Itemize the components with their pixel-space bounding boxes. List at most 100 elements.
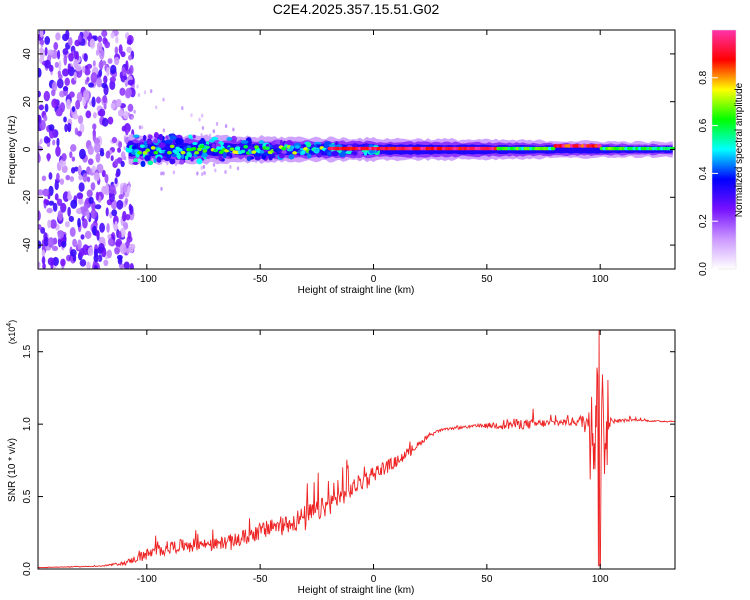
noise-cell — [55, 32, 61, 41]
signal-ridge-cell — [169, 144, 175, 149]
noise-cell — [73, 58, 79, 69]
noise-cell — [123, 261, 130, 269]
noise-cell — [162, 171, 165, 176]
signal-cell — [226, 137, 233, 141]
spectrogram-panel: -100 -50 0 50 100 -40 -20 0 20 40 Height of stra… — [7, 29, 676, 296]
noise-cell — [72, 113, 79, 120]
signal-cell — [218, 155, 223, 161]
noise-cell — [111, 209, 118, 217]
noise-cell — [86, 209, 90, 220]
signal-ridge-cell — [153, 150, 159, 155]
spectrogram-x-ticks: -100 -50 0 50 100 — [137, 30, 609, 285]
snr-y-multiplier-exp: 4 — [6, 323, 13, 327]
noise-cell — [229, 165, 232, 170]
noise-cell — [56, 78, 64, 89]
noise-cell — [62, 48, 69, 56]
signal-cell — [144, 155, 151, 161]
noise-cell — [104, 174, 109, 184]
noise-cell — [108, 184, 116, 194]
noise-cell — [82, 244, 90, 256]
noise-cell — [129, 263, 134, 269]
noise-cell — [198, 117, 201, 122]
noise-cell — [128, 203, 132, 212]
noise-cell — [125, 82, 128, 87]
noise-cell — [107, 238, 114, 246]
noise-cell — [78, 174, 83, 181]
signal-cell — [234, 146, 241, 151]
noise-cell — [97, 35, 103, 43]
signal-cell — [153, 158, 157, 163]
noise-cell — [92, 225, 97, 236]
noise-cell — [38, 67, 42, 78]
signal-ridge-cell — [596, 144, 602, 148]
noise-cell — [52, 245, 59, 252]
noise-cell — [128, 243, 134, 254]
signal-cell — [286, 139, 293, 147]
snr-frame — [37, 329, 676, 570]
noise-cell — [59, 102, 66, 113]
noise-cell — [126, 129, 129, 134]
noise-cell — [69, 151, 73, 159]
noise-cell — [101, 169, 106, 178]
noise-cell — [71, 105, 76, 113]
signal-ridge-cell — [294, 145, 300, 149]
signal-ridge-cell — [131, 145, 137, 150]
noise-cell — [77, 217, 81, 228]
signal-cell — [180, 154, 185, 160]
signal-ridge-cell — [289, 145, 295, 150]
noise-cell — [132, 212, 135, 217]
noise-cell — [43, 236, 49, 247]
noise-cell — [57, 210, 64, 221]
colorbar-tick-label: 0.0 — [698, 262, 709, 276]
signal-ridge-cell — [202, 149, 208, 153]
noise-cell — [115, 100, 122, 108]
snr-panel: -100 -50 0 50 100 0.0 0.5 1.0 1.5 Height of str… — [6, 320, 676, 596]
noise-cell — [39, 30, 44, 38]
signal-cell — [153, 138, 158, 144]
noise-cell — [122, 184, 128, 193]
signal-cell — [148, 150, 152, 157]
x-tick-label: 0 — [371, 274, 377, 285]
noise-cell — [214, 168, 217, 173]
noise-cell — [98, 242, 105, 252]
signal-ridge-cell — [240, 149, 246, 154]
noise-cell — [53, 42, 59, 51]
noise-cell — [38, 104, 44, 111]
noise-cell — [76, 207, 82, 214]
noise-cell — [65, 174, 71, 181]
noise-cell — [39, 39, 45, 46]
noise-cell — [99, 48, 105, 60]
y-tick-label: -40 — [22, 237, 33, 252]
noise-cell — [105, 181, 109, 193]
noise-cell — [203, 171, 206, 176]
noise-cell — [52, 139, 56, 146]
noise-cell — [126, 69, 131, 75]
signal-cell — [254, 156, 261, 161]
signal-cell — [132, 161, 139, 165]
y-tick-label: 1.5 — [22, 344, 33, 358]
noise-cell — [91, 165, 96, 174]
x-tick-label: 50 — [481, 274, 493, 285]
noise-cell — [140, 125, 144, 130]
signal-cell — [179, 159, 185, 165]
signal-cell — [172, 138, 176, 145]
noise-cell — [38, 240, 42, 249]
signal-cell — [305, 142, 312, 148]
signal-ridge-cell — [137, 151, 142, 155]
noise-cell — [86, 261, 91, 269]
noise-cell — [111, 136, 118, 143]
noise-cell — [38, 210, 41, 222]
snr-y-multiplier-base: (x10 — [7, 327, 17, 345]
signal-ridge-cell — [300, 150, 306, 155]
signal-ridge-cell — [191, 146, 197, 151]
signal-cell — [328, 143, 336, 148]
signal-ridge-cell — [550, 146, 556, 151]
noise-cell — [128, 54, 133, 61]
signal-ridge-cell — [180, 150, 186, 155]
noise-cell — [101, 82, 108, 89]
signal-cell — [156, 156, 162, 163]
noise-cell — [123, 135, 127, 140]
noise-cell — [51, 81, 58, 92]
noise-cell — [116, 199, 124, 210]
noise-cell — [56, 172, 60, 181]
